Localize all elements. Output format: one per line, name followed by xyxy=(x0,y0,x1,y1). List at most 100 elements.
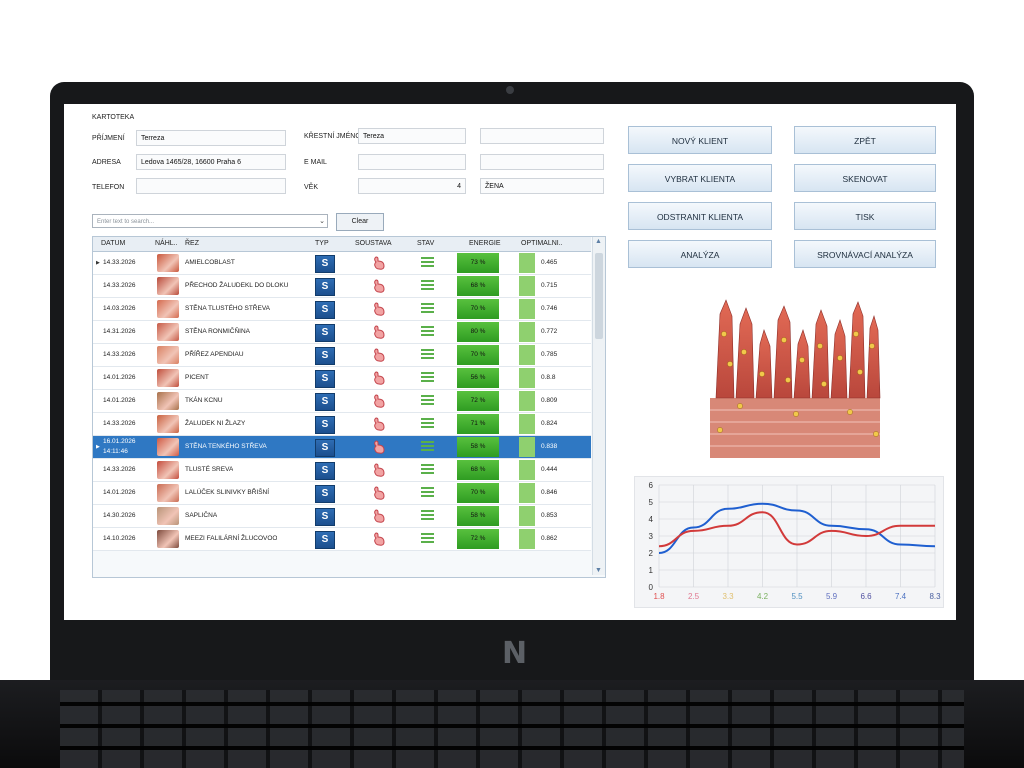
print-button[interactable]: TISK xyxy=(794,202,936,230)
energy-value: 73 % xyxy=(457,253,499,273)
tissue-thumbnail[interactable] xyxy=(157,484,179,502)
table-row[interactable]: 14.01.2026 LALÚČEK SLINIVKY BŘIŠNÍ S 70 % 0.… xyxy=(93,482,591,505)
table-row[interactable]: 14.30.2026 SAPLIČNA S 58 % 0.853 xyxy=(93,505,591,528)
scroll-up-icon[interactable]: ▲ xyxy=(595,238,602,245)
webcam-icon xyxy=(506,86,514,94)
table-row[interactable]: 14.01.2026 TKÁN KCNU S 72 % 0.809 xyxy=(93,390,591,413)
data-grid: DATUM NÁHL.. ŘEZ TYP SOUSTAVA STAV ENERG… xyxy=(92,236,606,578)
table-row[interactable]: 14.33.2026 PŘÍŘEZ APENDIAU S 70 % 0.785 xyxy=(93,344,591,367)
cell-cut: ŽALUDEK NI ŽLAZY xyxy=(185,420,246,427)
type-badge[interactable]: S xyxy=(315,485,335,503)
tissue-thumbnail[interactable] xyxy=(157,369,179,387)
tissue-thumbnail[interactable] xyxy=(157,392,179,410)
type-badge[interactable]: S xyxy=(315,531,335,549)
energy-value: 70 % xyxy=(457,299,499,319)
table-row[interactable]: ▶ 14.33.2026 AMIELCOBLAST S 73 % 0.465 xyxy=(93,252,591,275)
first-name-field[interactable]: Tereza xyxy=(358,128,466,144)
stomach-icon xyxy=(374,256,385,270)
tissue-thumbnail[interactable] xyxy=(157,438,179,456)
type-badge[interactable]: S xyxy=(315,301,335,319)
col-cut[interactable]: ŘEZ xyxy=(185,240,199,247)
tissue-thumbnail[interactable] xyxy=(157,415,179,433)
type-badge[interactable]: S xyxy=(315,278,335,296)
stomach-icon xyxy=(374,532,385,546)
email-field[interactable] xyxy=(358,154,466,170)
type-badge[interactable]: S xyxy=(315,324,335,342)
table-row[interactable]: 14.33.2026 ŽALUDEK NI ŽLAZY S 71 % 0.824 xyxy=(93,413,591,436)
cell-cut: STĚNA TENKÉHO STŘEVA xyxy=(185,443,267,450)
tissue-thumbnail[interactable] xyxy=(157,277,179,295)
select-client-button[interactable]: VYBRAT KLIENTA xyxy=(628,164,772,192)
table-row[interactable]: 14.03.2026 STĚNA TLUSTÉHO STŘEVA S 70 % 0.74… xyxy=(93,298,591,321)
gender-field[interactable]: ŽENA xyxy=(480,178,604,194)
extra-field-1[interactable] xyxy=(480,128,604,144)
type-badge[interactable]: S xyxy=(315,439,335,457)
tissue-thumbnail[interactable] xyxy=(157,346,179,364)
table-row[interactable]: 14.33.2026 PŘECHOD ŽALUDEKL DO DLOKU S 68 %… xyxy=(93,275,591,298)
analysis-button[interactable]: ANALÝZA xyxy=(628,240,772,268)
surname-field[interactable]: Terreza xyxy=(136,130,286,146)
type-badge[interactable]: S xyxy=(315,347,335,365)
clear-button[interactable]: Clear xyxy=(336,213,384,231)
stomach-icon xyxy=(374,486,385,500)
state-icon xyxy=(421,326,434,337)
col-state[interactable]: STAV xyxy=(417,240,435,247)
optimal-bar xyxy=(519,345,535,365)
chevron-down-icon[interactable]: ⌄ xyxy=(319,218,325,225)
stomach-icon xyxy=(374,417,385,431)
table-row[interactable]: 14.33.2026 TLUSTÉ SREVA S 68 % 0.444 xyxy=(93,459,591,482)
cell-date: 14.10.2026 xyxy=(103,535,136,542)
energy-value: 68 % xyxy=(457,460,499,480)
optimal-bar xyxy=(519,460,535,480)
col-optimal[interactable]: OPTIMALNI.. xyxy=(521,240,563,247)
col-energy[interactable]: ENERGIE xyxy=(469,240,501,247)
scroll-down-icon[interactable]: ▼ xyxy=(595,567,602,574)
table-row[interactable]: ▶ 16.01.2026 14:11:46 STĚNA TENKÉHO STŘEVA S… xyxy=(93,436,591,459)
x-tick-label: 2.5 xyxy=(688,592,700,601)
col-thumbnail[interactable]: NÁHL.. xyxy=(155,240,178,247)
type-badge[interactable]: S xyxy=(315,416,335,434)
optimal-bar xyxy=(519,368,535,388)
type-badge[interactable]: S xyxy=(315,255,335,273)
optimal-bar xyxy=(519,391,535,411)
x-tick-label: 5.5 xyxy=(791,592,803,601)
back-button[interactable]: ZPĚT xyxy=(794,126,936,154)
tissue-thumbnail[interactable] xyxy=(157,461,179,479)
tissue-thumbnail[interactable] xyxy=(157,507,179,525)
type-badge[interactable]: S xyxy=(315,393,335,411)
new-client-button[interactable]: NOVÝ KLIENT xyxy=(628,126,772,154)
stomach-icon xyxy=(374,279,385,293)
age-field[interactable]: 4 xyxy=(358,178,466,194)
remove-client-button[interactable]: ODSTRANIT KLIENTA xyxy=(628,202,772,230)
brand-logo: N xyxy=(502,636,527,671)
type-badge[interactable]: S xyxy=(315,508,335,526)
type-badge[interactable]: S xyxy=(315,370,335,388)
address-label: ADRESA xyxy=(92,159,121,166)
compare-analysis-button[interactable]: SROVNÁVACÍ ANALÝZA xyxy=(794,240,936,268)
vertical-scrollbar[interactable]: ▲ ▼ xyxy=(592,237,605,575)
state-icon xyxy=(421,418,434,429)
table-row[interactable]: 14.31.2026 STĚNA RONMIČŇINA S 80 % 0.772 xyxy=(93,321,591,344)
type-badge[interactable]: S xyxy=(315,462,335,480)
table-row[interactable]: 14.01.2026 PICENT S 56 % 0.8.8 xyxy=(93,367,591,390)
col-date[interactable]: DATUM xyxy=(101,240,126,247)
phone-field[interactable] xyxy=(136,178,286,194)
cell-date: 14.33.2026 xyxy=(103,259,136,266)
optimal-value: 0.746 xyxy=(541,305,558,312)
tissue-thumbnail[interactable] xyxy=(157,300,179,318)
col-type[interactable]: TYP xyxy=(315,240,329,247)
stomach-icon xyxy=(374,463,385,477)
col-system[interactable]: SOUSTAVA xyxy=(355,240,392,247)
extra-field-2[interactable] xyxy=(480,154,604,170)
keyboard xyxy=(60,690,964,768)
tissue-thumbnail[interactable] xyxy=(157,254,179,272)
address-field[interactable]: Ledova 1465/28, 16600 Praha 6 xyxy=(136,154,286,170)
table-row[interactable]: 14.10.2026 MEEZI FALILÁRNÍ ŽLUCOVOO S 72 % 0… xyxy=(93,528,591,551)
tissue-thumbnail[interactable] xyxy=(157,323,179,341)
tissue-thumbnail[interactable] xyxy=(157,530,179,548)
scrollbar-thumb[interactable] xyxy=(595,253,603,339)
optimal-bar xyxy=(519,437,535,457)
optimal-value: 0.862 xyxy=(541,535,558,542)
search-input[interactable]: Enter text to search... ⌄ xyxy=(92,214,328,228)
scan-button[interactable]: SKENOVAT xyxy=(794,164,936,192)
